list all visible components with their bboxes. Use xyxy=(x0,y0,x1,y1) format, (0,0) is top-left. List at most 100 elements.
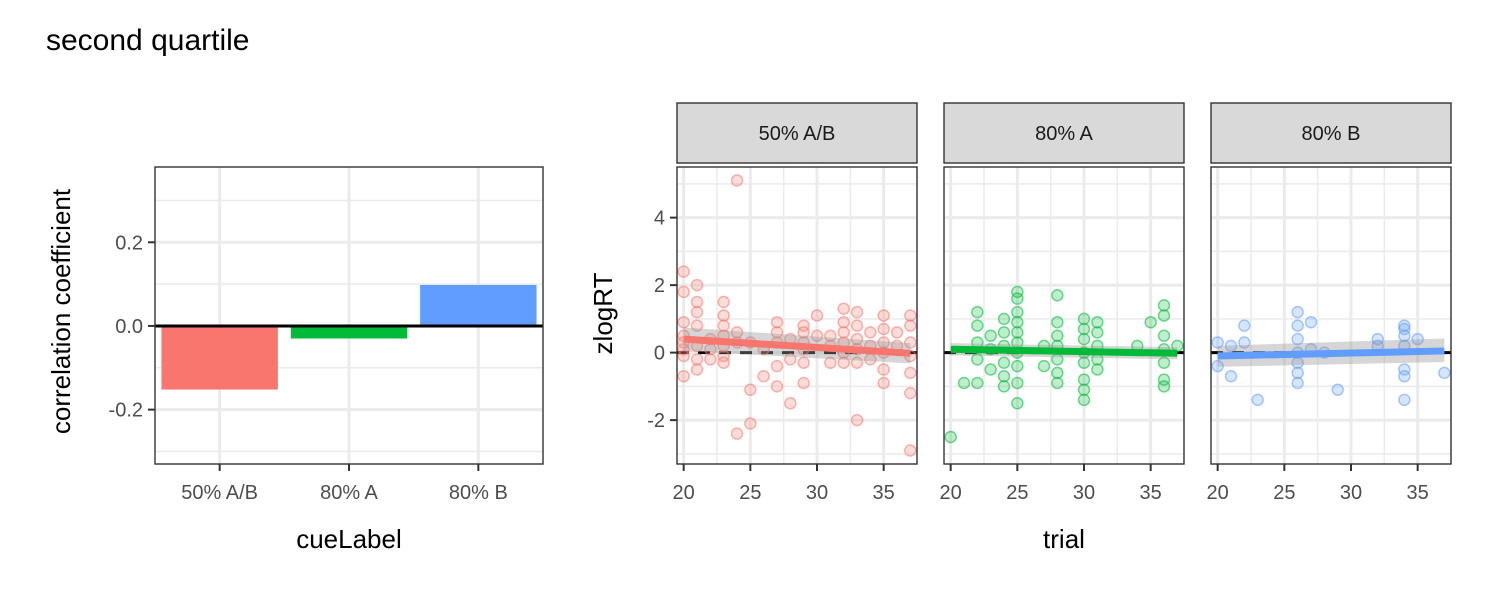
data-point xyxy=(744,417,757,430)
data-point xyxy=(730,174,744,187)
data-point xyxy=(1157,356,1171,369)
data-point xyxy=(1077,373,1091,386)
data-point xyxy=(1077,322,1091,336)
facet-x-tick-label: 20 xyxy=(1207,482,1229,504)
data-point xyxy=(944,430,957,444)
data-point xyxy=(1224,339,1238,353)
data-point xyxy=(677,316,690,329)
data-point xyxy=(904,386,917,400)
data-point xyxy=(770,316,784,329)
data-point xyxy=(864,326,877,339)
data-point xyxy=(1051,329,1064,342)
data-point xyxy=(1091,326,1104,339)
data-point xyxy=(1077,332,1091,346)
data-point xyxy=(1398,370,1411,383)
data-point xyxy=(784,353,797,366)
data-point xyxy=(677,349,690,363)
data-point xyxy=(770,359,784,373)
data-point xyxy=(997,356,1011,369)
data-point xyxy=(971,319,984,332)
data-point xyxy=(850,413,864,427)
facet-points xyxy=(677,174,917,457)
data-point xyxy=(1157,299,1171,312)
scatter-y-tick-label: 2 xyxy=(654,275,665,297)
facet-80-a: 80% A 20 25 30 35 xyxy=(940,102,1185,504)
facet-x-tick-label: 20 xyxy=(673,482,695,504)
data-point xyxy=(1291,319,1304,332)
bar-x-tick-label: 80% B xyxy=(449,482,508,504)
data-point xyxy=(1291,376,1304,390)
data-point xyxy=(904,366,917,380)
data-point xyxy=(997,380,1011,393)
scatter-x-axis-title: trial xyxy=(1043,524,1085,554)
data-point xyxy=(690,353,704,366)
facet-x-tick-label: 30 xyxy=(806,482,828,504)
data-point xyxy=(837,316,850,329)
data-point xyxy=(1438,366,1451,380)
data-point xyxy=(717,295,730,309)
data-point xyxy=(1011,397,1024,410)
facet-x-tick-label: 20 xyxy=(940,482,962,504)
data-point xyxy=(1037,359,1051,373)
data-point xyxy=(850,332,864,346)
bar-y-tick-label: 0.2 xyxy=(115,232,143,254)
facet-80-b: 80% B 20 25 30 35 xyxy=(1207,102,1452,504)
facet-x-tick-label: 35 xyxy=(873,482,895,504)
facet-border xyxy=(943,166,1185,465)
data-point xyxy=(1291,332,1304,346)
data-point xyxy=(717,356,730,369)
data-point xyxy=(850,356,864,369)
data-point xyxy=(877,336,890,349)
data-point xyxy=(1091,316,1104,329)
data-point xyxy=(1398,329,1411,342)
data-point xyxy=(717,319,730,332)
data-point xyxy=(1091,363,1104,376)
data-point xyxy=(1011,316,1024,329)
data-point xyxy=(730,427,744,440)
data-point xyxy=(1157,329,1171,342)
facet-x-tick-label: 30 xyxy=(1073,482,1095,504)
bar-x-tick-label: 50% A/B xyxy=(181,482,258,504)
data-point xyxy=(971,376,984,390)
data-point xyxy=(850,305,864,319)
bar-y-tick-label: 0.0 xyxy=(115,316,143,338)
data-point xyxy=(984,329,997,342)
bar-y-axis-title: correlation coefficient xyxy=(46,188,76,434)
data-point xyxy=(797,356,810,369)
facets: 50% A/B 20 25 30 35 80% A 20 25 30 35 80% B 20 25 30 3… xyxy=(673,102,1452,504)
data-point xyxy=(784,397,797,410)
data-point xyxy=(1331,383,1344,396)
data-point xyxy=(971,353,984,366)
data-point xyxy=(890,326,904,339)
bar-chart: -0.2 0.0 0.2 50% A/B 80% A 80% B cueLabel cor… xyxy=(46,166,544,554)
data-point xyxy=(1304,316,1318,329)
data-point xyxy=(1157,309,1171,322)
bar-80-a xyxy=(290,325,408,339)
data-point xyxy=(770,380,784,393)
data-point xyxy=(904,336,917,349)
data-point xyxy=(797,326,810,339)
facet-x-tick-label: 35 xyxy=(1407,482,1429,504)
data-point xyxy=(837,302,850,315)
data-point xyxy=(824,356,837,369)
facet-strip xyxy=(676,102,918,164)
data-point xyxy=(677,285,690,299)
data-point xyxy=(1411,332,1424,346)
data-point xyxy=(1011,376,1024,390)
facet-border xyxy=(676,166,918,465)
data-point xyxy=(1077,312,1091,326)
data-point xyxy=(997,326,1011,339)
scatter-y-axis-title: zlogRT xyxy=(588,272,618,354)
bar-axes: -0.2 0.0 0.2 50% A/B 80% A 80% B xyxy=(109,232,508,504)
data-point xyxy=(1051,366,1064,380)
data-point xyxy=(810,329,824,342)
data-point xyxy=(677,370,690,383)
data-point xyxy=(690,295,704,309)
data-point xyxy=(877,322,890,336)
facet-border xyxy=(1210,166,1452,465)
data-point xyxy=(904,319,917,332)
data-point xyxy=(1077,383,1091,396)
data-point xyxy=(1051,289,1064,302)
data-point xyxy=(1011,292,1024,305)
